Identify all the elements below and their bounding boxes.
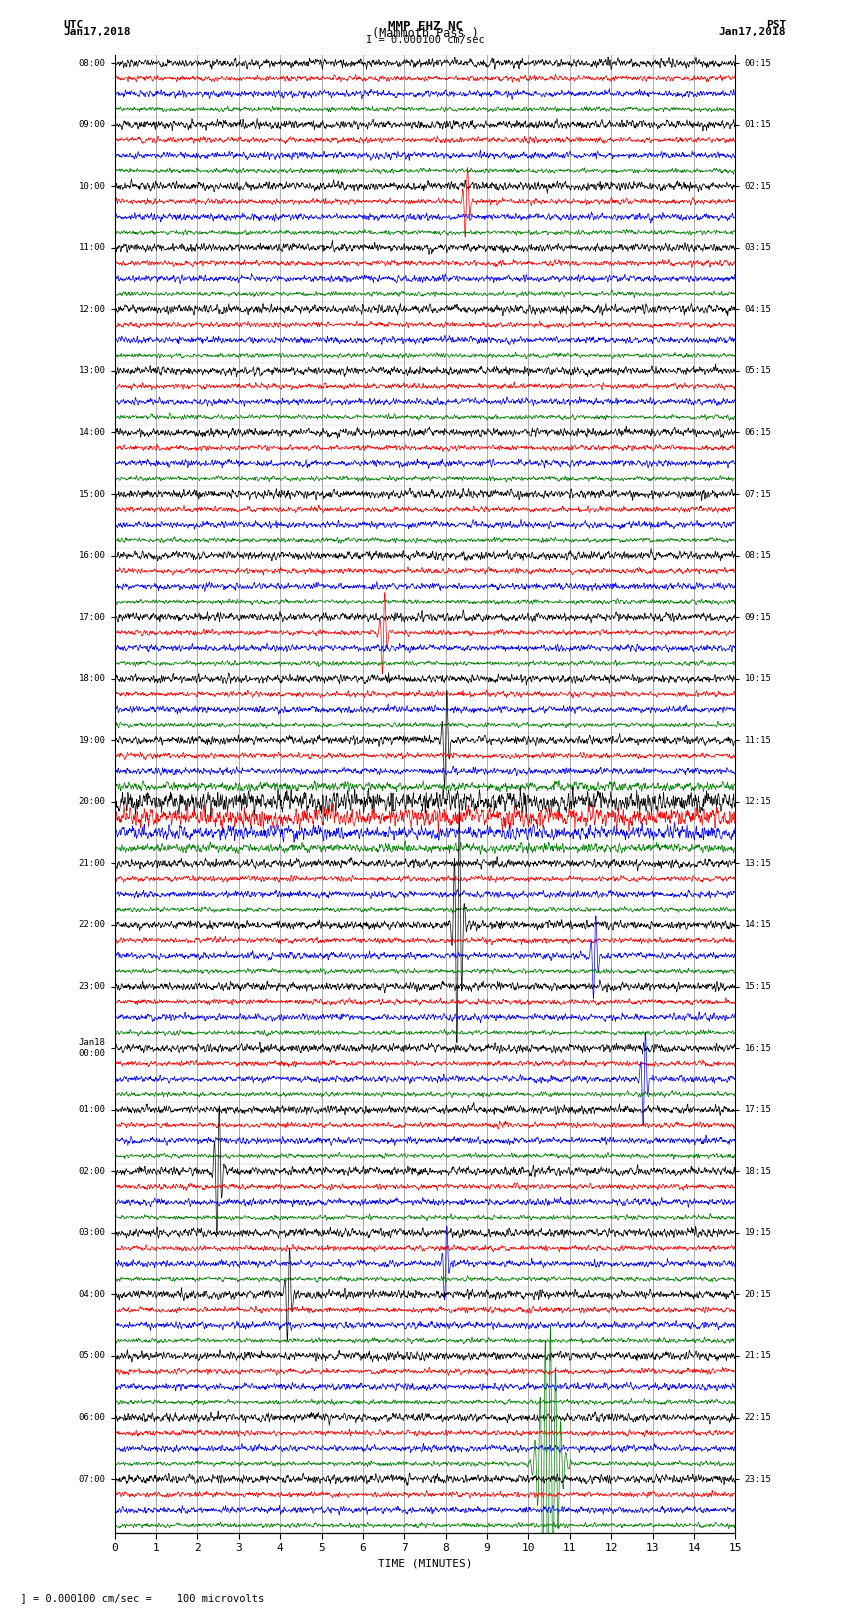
- Text: Jan17,2018: Jan17,2018: [64, 27, 131, 37]
- Text: MMP EHZ NC: MMP EHZ NC: [388, 19, 462, 34]
- Text: Jan17,2018: Jan17,2018: [719, 27, 786, 37]
- Text: I = 0.000100 cm/sec: I = 0.000100 cm/sec: [366, 35, 484, 45]
- Text: ] = 0.000100 cm/sec =    100 microvolts: ] = 0.000100 cm/sec = 100 microvolts: [8, 1594, 264, 1603]
- X-axis label: TIME (MINUTES): TIME (MINUTES): [377, 1560, 473, 1569]
- Text: (Mammoth Pass ): (Mammoth Pass ): [371, 27, 479, 40]
- Text: PST: PST: [766, 19, 786, 31]
- Text: UTC: UTC: [64, 19, 84, 31]
